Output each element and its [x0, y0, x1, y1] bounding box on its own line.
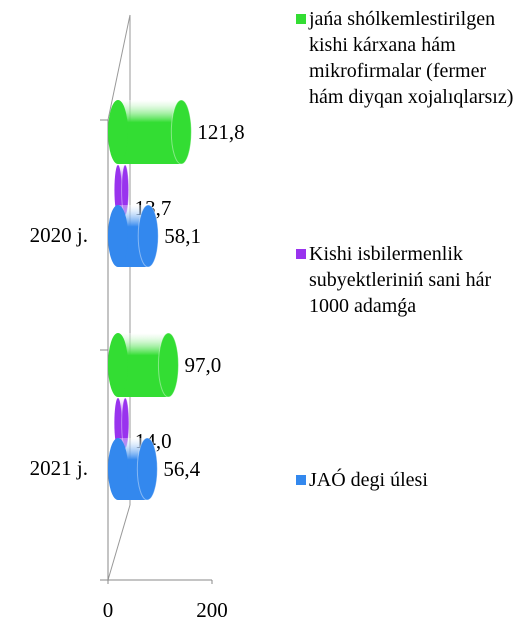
bar: [118, 100, 182, 164]
legend-label: JAÓ degi úlesi: [309, 469, 428, 491]
bar-cap: [157, 332, 179, 398]
wall-edge: [107, 14, 131, 121]
legend-label: jańa shólkemlestirilgen kishi kárxana há…: [309, 8, 514, 108]
value-label: 58,1: [164, 224, 201, 248]
bar-cap: [137, 204, 159, 268]
x-tick-label: 0: [103, 598, 114, 622]
bar-base: [114, 398, 122, 448]
bar-cap: [170, 99, 192, 165]
bar-base: [108, 205, 128, 267]
bar-base: [108, 438, 128, 500]
legend-swatch: [296, 475, 306, 485]
value-label: 97,0: [184, 353, 221, 377]
legend-item: jańa shólkemlestirilgen kishi kárxana há…: [296, 6, 528, 110]
category-label: 2021 j.: [30, 456, 88, 480]
legend-label: Kishi isbilermenlik subyektleriniń sani …: [309, 243, 492, 317]
x-tick-label: 200: [196, 598, 228, 622]
bar-base: [114, 165, 122, 215]
category-label: 2020 j.: [30, 223, 88, 247]
legend-swatch: [296, 249, 306, 259]
value-label: 121,8: [197, 120, 244, 144]
legend-item: JAÓ degi úlesi: [296, 467, 528, 493]
bar-cap: [136, 437, 158, 501]
bar-base: [108, 100, 128, 164]
legend-item: Kishi isbilermenlik subyektleriniń sani …: [296, 241, 528, 319]
value-label: 56,4: [163, 457, 200, 481]
legend-swatch: [296, 14, 306, 24]
floor-edge: [107, 504, 131, 581]
bar-base: [108, 333, 128, 397]
